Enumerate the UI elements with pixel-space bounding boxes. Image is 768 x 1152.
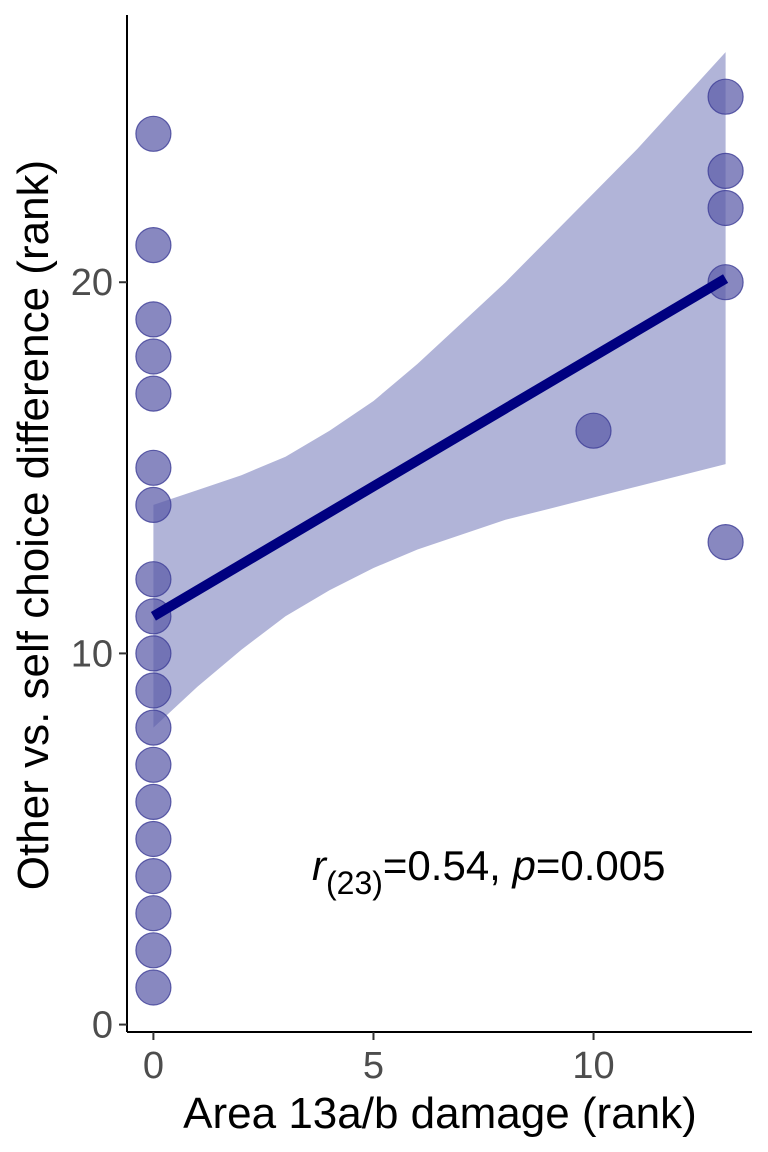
data-point-2 — [135, 932, 172, 969]
data-point-6 — [135, 783, 172, 821]
r-value: =0.54, — [383, 842, 513, 889]
confidence-band — [153, 52, 726, 728]
axes-layer — [126, 15, 752, 1033]
p-value: =0.005 — [536, 842, 666, 889]
points-layer — [135, 78, 744, 1006]
x-axis-title: Area 13a/b damage (rank) — [183, 1089, 697, 1138]
data-point-25 — [707, 78, 744, 115]
data-point-15 — [135, 375, 172, 412]
y-tick-label-20: 20 — [71, 262, 113, 304]
data-point-10 — [135, 635, 172, 672]
data-point-7 — [135, 746, 172, 783]
data-point-20 — [575, 412, 612, 449]
data-point-16 — [135, 338, 172, 375]
data-point-4 — [135, 857, 172, 895]
data-point-9 — [135, 672, 172, 709]
data-point-14 — [135, 449, 172, 486]
x-tick-label-0: 0 — [143, 1045, 164, 1087]
data-point-3 — [135, 895, 172, 932]
correlation-annotation: r(23)=0.54, p=0.005 — [312, 842, 666, 901]
y-tick-label-0: 0 — [92, 1005, 113, 1047]
x-tick-label-10: 10 — [572, 1045, 614, 1087]
data-point-5 — [135, 820, 172, 858]
fit-line-layer — [150, 274, 729, 621]
data-point-12 — [135, 561, 172, 598]
x-tick-label-5: 5 — [363, 1045, 384, 1087]
data-point-18 — [135, 227, 172, 264]
r-symbol: r — [312, 842, 328, 889]
p-symbol: p — [511, 842, 536, 889]
data-point-19 — [135, 115, 172, 152]
data-point-1 — [135, 969, 172, 1006]
data-point-24 — [707, 152, 744, 189]
y-tick-label-10: 10 — [71, 633, 113, 675]
data-point-17 — [135, 301, 172, 338]
data-point-23 — [707, 189, 744, 227]
y-axis-title: Other vs. self choice difference (rank) — [9, 160, 58, 890]
regression-line — [150, 274, 729, 621]
data-point-8 — [135, 709, 172, 746]
data-point-21 — [707, 523, 744, 561]
degrees-of-freedom: (23) — [326, 865, 383, 901]
ticks-layer: 0 5 10 0 10 20 — [71, 262, 615, 1087]
data-point-13 — [135, 486, 172, 523]
confidence-band-layer — [153, 52, 726, 728]
